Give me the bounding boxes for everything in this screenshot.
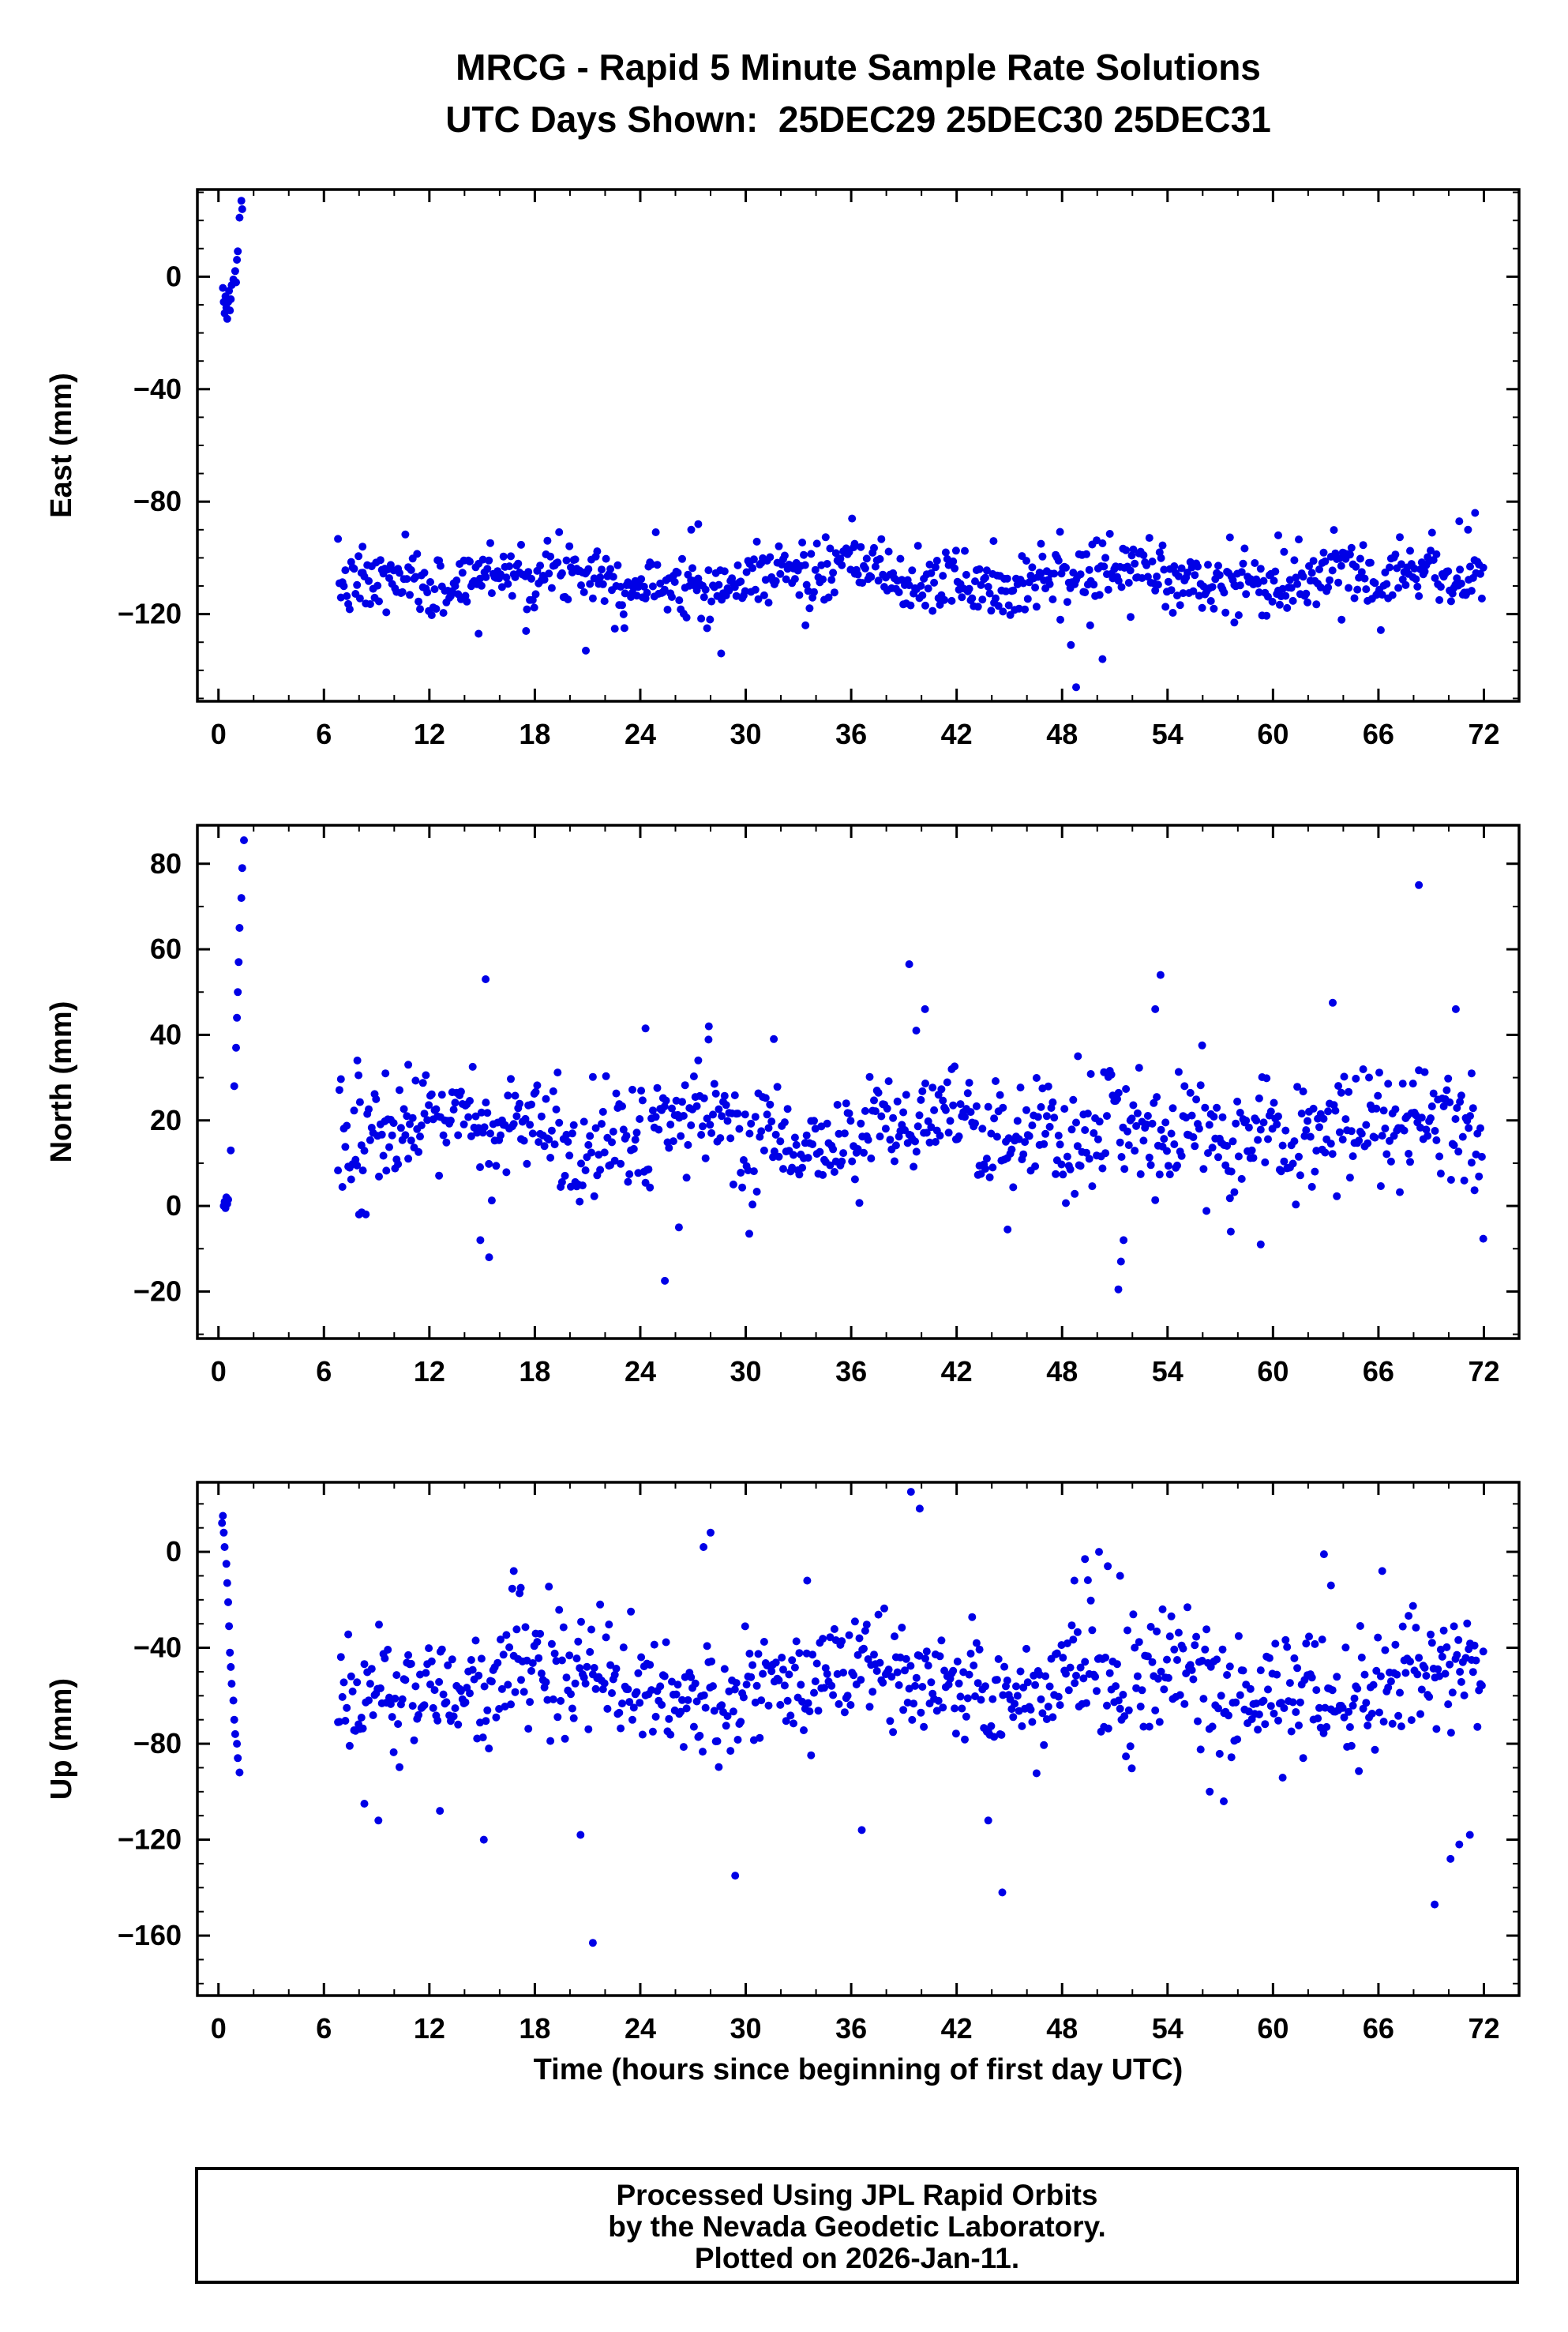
x-tick-label: 54 bbox=[1152, 2012, 1184, 2045]
x-tick-label: 6 bbox=[316, 1355, 332, 1388]
x-tick-label: 42 bbox=[941, 2012, 973, 2045]
x-tick-label: 12 bbox=[414, 1355, 445, 1388]
x-tick-label: 0 bbox=[211, 2012, 227, 2045]
x-tick-label: 30 bbox=[730, 718, 762, 750]
x-tick-label: 18 bbox=[519, 1355, 550, 1388]
y-tick-label: 20 bbox=[150, 1104, 182, 1136]
x-tick-label: 72 bbox=[1468, 1355, 1499, 1388]
x-tick-label: 36 bbox=[835, 2012, 867, 2045]
y-tick-label: −80 bbox=[133, 485, 182, 517]
x-tick-label: 48 bbox=[1046, 2012, 1078, 2045]
x-tick-label: 48 bbox=[1046, 1355, 1078, 1388]
chart-title: MRCG - Rapid 5 Minute Sample Rate Soluti… bbox=[456, 47, 1261, 88]
x-tick-label: 18 bbox=[519, 718, 550, 750]
y-tick-label: −120 bbox=[118, 598, 182, 630]
chart-subtitle: UTC Days Shown: 25DEC29 25DEC30 25DEC31 bbox=[445, 99, 1271, 140]
y-tick-label: −40 bbox=[133, 373, 182, 405]
y-tick-label: −20 bbox=[133, 1275, 182, 1307]
y-tick-label: 60 bbox=[150, 933, 182, 965]
x-tick-label: 30 bbox=[730, 1355, 762, 1388]
y-tick-label: 0 bbox=[166, 1535, 182, 1568]
x-tick-label: 42 bbox=[941, 1355, 973, 1388]
x-tick-label: 18 bbox=[519, 2012, 550, 2045]
x-tick-label: 36 bbox=[835, 1355, 867, 1388]
x-tick-label: 66 bbox=[1363, 1355, 1394, 1388]
north-points bbox=[219, 836, 1487, 1294]
north-panel: 0 6 12 18 24 30 36 42 48 54 60 66 72 80 60 40 20 0 −20 bbox=[133, 824, 1521, 1388]
east-points bbox=[219, 197, 1487, 692]
x-tick-label: 12 bbox=[414, 718, 445, 750]
x-tick-label: 24 bbox=[625, 1355, 656, 1388]
y-tick-label: 0 bbox=[166, 1189, 182, 1222]
x-tick-label: 60 bbox=[1257, 718, 1289, 750]
x-tick-label: 36 bbox=[835, 718, 867, 750]
y-tick-label: 80 bbox=[150, 847, 182, 880]
x-tick-label: 60 bbox=[1257, 1355, 1289, 1388]
x-tick-label: 24 bbox=[625, 2012, 656, 2045]
x-tick-label: 72 bbox=[1468, 718, 1499, 750]
x-tick-label: 30 bbox=[730, 2012, 762, 2045]
y-tick-label: −80 bbox=[133, 1727, 182, 1759]
x-tick-label: 6 bbox=[316, 718, 332, 750]
y-tick-label: −40 bbox=[133, 1632, 182, 1664]
x-tick-label: 48 bbox=[1046, 718, 1078, 750]
footer-line-2: by the Nevada Geodetic Laboratory. bbox=[608, 2210, 1106, 2243]
x-tick-label: 60 bbox=[1257, 2012, 1289, 2045]
x-axis-label: Time (hours since beginning of first day… bbox=[533, 2053, 1184, 2086]
x-tick-label: 6 bbox=[316, 2012, 332, 2045]
x-tick-label: 66 bbox=[1363, 2012, 1394, 2045]
footer-line-1: Processed Using JPL Rapid Orbits bbox=[616, 2179, 1098, 2211]
up-panel: 0 6 12 18 24 30 36 42 48 54 60 66 72 0 −40 −80 −120 −160 bbox=[118, 1481, 1521, 2045]
x-tick-label: 54 bbox=[1152, 1355, 1184, 1388]
y-tick-label: 0 bbox=[166, 260, 182, 292]
x-tick-label: 42 bbox=[941, 718, 973, 750]
x-tick-label: 54 bbox=[1152, 718, 1184, 750]
y-tick-label: 40 bbox=[150, 1018, 182, 1050]
y-tick-label: −160 bbox=[118, 1919, 182, 1951]
east-panel: 0 6 12 18 24 30 36 42 48 54 60 66 72 0 −40 −80 −120 bbox=[118, 188, 1521, 750]
x-tick-label: 12 bbox=[414, 2012, 445, 2045]
x-tick-label: 0 bbox=[211, 1355, 227, 1388]
x-tick-label: 72 bbox=[1468, 2012, 1499, 2045]
x-tick-label: 0 bbox=[211, 718, 227, 750]
x-tick-label: 66 bbox=[1363, 718, 1394, 750]
footer-box: Processed Using JPL Rapid Orbits by the … bbox=[195, 2167, 1519, 2284]
x-tick-label: 24 bbox=[625, 718, 656, 750]
y-tick-label: −120 bbox=[118, 1823, 182, 1856]
up-points bbox=[218, 1488, 1487, 1947]
footer-line-3: Plotted on 2026-Jan-11. bbox=[694, 2242, 1020, 2274]
